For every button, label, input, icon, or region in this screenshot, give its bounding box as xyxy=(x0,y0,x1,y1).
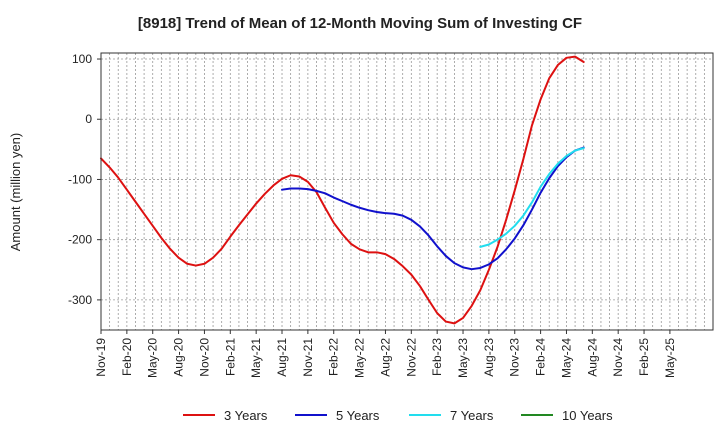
plot-frame xyxy=(100,52,714,331)
x-tick-label: May-25 xyxy=(663,338,677,378)
x-tick-label: May-21 xyxy=(249,338,263,378)
legend-label: 5 Years xyxy=(336,408,380,423)
y-axis-label: Amount (million yen) xyxy=(8,133,23,252)
chart-title: [8918] Trend of Mean of 12-Month Moving … xyxy=(138,15,582,32)
x-tick-label: Feb-20 xyxy=(120,338,134,376)
legend-label: 3 Years xyxy=(224,408,268,423)
y-tick-label: -300 xyxy=(68,293,92,307)
x-tick-label: May-23 xyxy=(456,338,470,378)
x-tick-label: Nov-19 xyxy=(94,338,108,377)
x-tick-label: Nov-22 xyxy=(404,338,418,377)
x-tick-label: Aug-23 xyxy=(482,338,496,377)
x-tick-label: Aug-24 xyxy=(585,338,599,377)
x-tick-label: Feb-21 xyxy=(223,338,237,376)
series-line-7-years xyxy=(479,147,585,248)
y-tick-label: 0 xyxy=(85,112,92,126)
x-tick-label: Aug-22 xyxy=(378,338,392,377)
x-tick-label: Feb-25 xyxy=(637,338,651,376)
x-tick-label: Feb-24 xyxy=(534,338,548,376)
x-tick-label: Feb-23 xyxy=(430,338,444,376)
y-axis: 100 0 -100 -200 -300 xyxy=(68,52,101,307)
x-tick-label: Nov-21 xyxy=(301,338,315,377)
x-tick-label: Feb-22 xyxy=(327,338,341,376)
y-tick-label: -200 xyxy=(68,233,92,247)
x-tick-label: Nov-24 xyxy=(611,338,625,377)
x-tick-label: May-20 xyxy=(146,338,160,378)
legend-label: 7 Years xyxy=(450,408,494,423)
legend-label: 10 Years xyxy=(562,408,613,423)
series-line-5-years xyxy=(281,146,585,271)
x-axis: Nov-19 Feb-20 May-20 Aug-20 Nov-20 Feb-21 May-… xyxy=(94,330,677,378)
x-tick-label: May-24 xyxy=(559,338,573,378)
series-group xyxy=(100,55,585,325)
y-tick-label: -100 xyxy=(68,172,92,186)
y-tick-label: 100 xyxy=(72,52,92,66)
grid xyxy=(101,53,713,330)
x-tick-label: Aug-21 xyxy=(275,338,289,377)
x-tick-label: Aug-20 xyxy=(172,338,186,377)
x-tick-label: May-22 xyxy=(353,338,367,378)
series-line-3-years xyxy=(100,55,585,325)
x-tick-label: Nov-23 xyxy=(508,338,522,377)
x-tick-label: Nov-20 xyxy=(197,338,211,377)
legend: 3 Years 5 Years 7 Years 10 Years xyxy=(183,408,613,423)
